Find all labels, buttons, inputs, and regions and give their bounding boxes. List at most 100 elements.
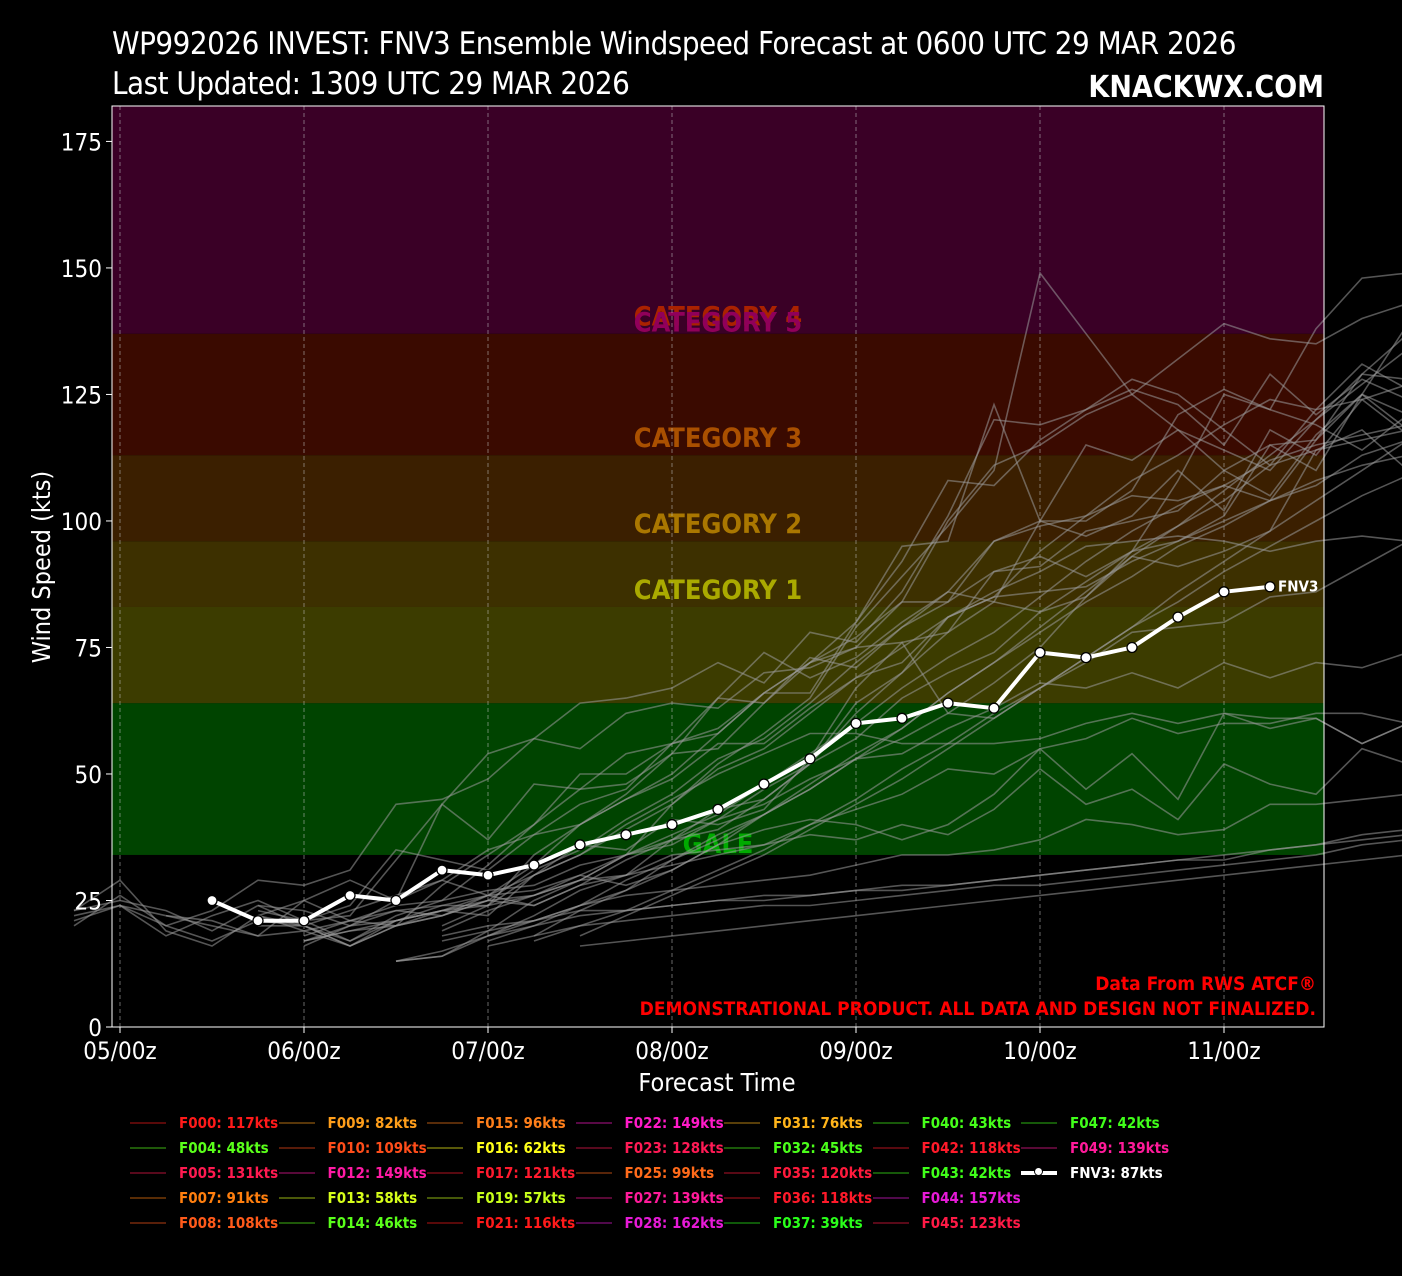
legend-label: F019: 57kts [476, 1189, 566, 1207]
fnv3-point [298, 915, 310, 927]
member-line-f044 [533, 352, 1402, 937]
legend-label: F008: 108kts [179, 1214, 279, 1232]
fnv3-point [206, 894, 218, 907]
legend-label: F010: 109kts [327, 1139, 427, 1157]
legend-label: F000: 117kts [179, 1114, 279, 1132]
fnv3-point [620, 829, 632, 841]
fnv3-point [252, 915, 264, 927]
legend-swatch [724, 1197, 760, 1199]
fnv3-point [1264, 581, 1276, 593]
legend-item: F014: 46kts [278, 1212, 418, 1234]
y-tick-label: 0 [88, 1014, 102, 1042]
legend-swatch [872, 1122, 909, 1124]
legend-label: F015: 96kts [476, 1114, 566, 1132]
legend-label: F014: 46kts [327, 1214, 418, 1232]
y-tick-label: 125 [61, 381, 102, 409]
legend-label: FNV3: 87kts [1070, 1164, 1163, 1182]
legend-label: F045: 123kts [921, 1214, 1021, 1232]
legend-label: F043: 42kts [921, 1164, 1012, 1182]
legend-item: F015: 96kts [427, 1112, 566, 1134]
legend-label: F023: 128kts [624, 1139, 724, 1157]
legend-item: F021: 116kts [427, 1212, 575, 1234]
member-line-f036 [441, 430, 1402, 932]
member-line-f010 [165, 393, 1402, 937]
x-tick-label: 06/00z [267, 1037, 341, 1065]
legend-swatch [130, 1122, 166, 1124]
member-line-f009 [119, 398, 1402, 937]
legend-item: F043: 42kts [872, 1162, 1012, 1184]
legend-item: F049: 139kts [1021, 1137, 1169, 1159]
x-tick-label: 05/00z [83, 1037, 157, 1065]
legend-swatch [872, 1197, 909, 1199]
legend-item: F010: 109kts [278, 1137, 427, 1159]
x-tick-label: 09/00z [819, 1037, 893, 1065]
member-line-f042 [487, 455, 1402, 942]
band-category-3 [112, 455, 1324, 542]
legend-item: F040: 43kts [872, 1112, 1012, 1134]
last-updated: Last Updated: 1309 UTC 29 MAR 2026 [112, 66, 630, 102]
legend-swatch [427, 1147, 463, 1149]
legend-label: F035: 120kts [773, 1164, 873, 1182]
chart-title: WP992026 INVEST: FNV3 Ensemble Windspeed… [112, 26, 1236, 62]
axes: 0 25 50 75 100 125 150 175 05/00z 06/00z 07/00z 08/… [61, 105, 1325, 1065]
legend-swatch [278, 1197, 315, 1199]
legend-label: F005: 131kts [179, 1164, 279, 1182]
fnv3-point [1172, 611, 1184, 623]
band-label: CATEGORY 3 [634, 423, 802, 454]
legend-item: F017: 121kts [427, 1162, 575, 1184]
legend-item: F000: 117kts [130, 1112, 278, 1134]
legend-swatch [130, 1222, 166, 1224]
data-source-note: Data From RWS ATCF® [1095, 973, 1316, 995]
legend-item: F047: 42kts [1021, 1112, 1160, 1134]
fnv3-point [390, 894, 402, 907]
band-label: CATEGORY 1 [634, 575, 802, 606]
legend-label: F021: 116kts [476, 1214, 576, 1232]
legend-item: F008: 108kts [130, 1212, 278, 1234]
fnv3-point [574, 839, 586, 851]
brand-logo-text: KNACKWX.COM [1088, 70, 1324, 105]
y-tick-label: 25 [75, 887, 102, 915]
legend-item: F027: 139kts [575, 1187, 724, 1209]
fnv3-point [804, 753, 816, 765]
fnv3-mean-line: FNV3 [206, 578, 1318, 927]
y-tick-label: 175 [61, 128, 102, 156]
band-label: CATEGORY 5 [634, 308, 802, 339]
legend-item: F022: 149kts [575, 1112, 724, 1134]
fnv3-point [850, 717, 862, 730]
legend-swatch [1021, 1167, 1057, 1176]
member-line-f049 [579, 443, 1402, 937]
legend-swatch [872, 1172, 909, 1174]
fnv3-point [896, 712, 908, 724]
legend-item: F019: 57kts [427, 1187, 566, 1209]
legend-swatch [575, 1147, 612, 1149]
intensity-bands [112, 106, 1324, 855]
member-line-f032 [441, 794, 1402, 942]
legend-swatch [575, 1197, 612, 1199]
legend-label: F017: 121kts [476, 1164, 576, 1182]
legend-label: F037: 39kts [773, 1214, 863, 1232]
legend-label: F032: 45kts [773, 1139, 863, 1157]
fnv3-point [1126, 641, 1138, 654]
legend-label: F016: 62kts [476, 1139, 566, 1157]
fnv3-line [211, 584, 1271, 923]
legend-swatch [278, 1122, 315, 1124]
legend-swatch [724, 1222, 760, 1224]
legend-item: F044: 157kts [872, 1187, 1021, 1209]
fnv3-point [1080, 651, 1092, 664]
fnv3-point [666, 818, 678, 831]
band-label: CATEGORY 2 [634, 509, 802, 540]
x-tick-label: 08/00z [635, 1037, 709, 1065]
fnv3-point [482, 869, 494, 881]
x-tick-label: 07/00z [451, 1037, 525, 1065]
member-line-f022 [303, 304, 1402, 937]
legend-label: F040: 43kts [921, 1114, 1012, 1132]
legend-swatch [278, 1147, 315, 1149]
legend-item: F013: 58kts [278, 1187, 417, 1209]
legend-item: F042: 118kts [872, 1137, 1021, 1159]
legend-label: F047: 42kts [1070, 1114, 1160, 1132]
legend-label: F027: 139kts [624, 1189, 724, 1207]
legend-label: F009: 82kts [327, 1114, 418, 1132]
legend-swatch [872, 1147, 909, 1149]
y-tick-label: 75 [75, 634, 102, 662]
